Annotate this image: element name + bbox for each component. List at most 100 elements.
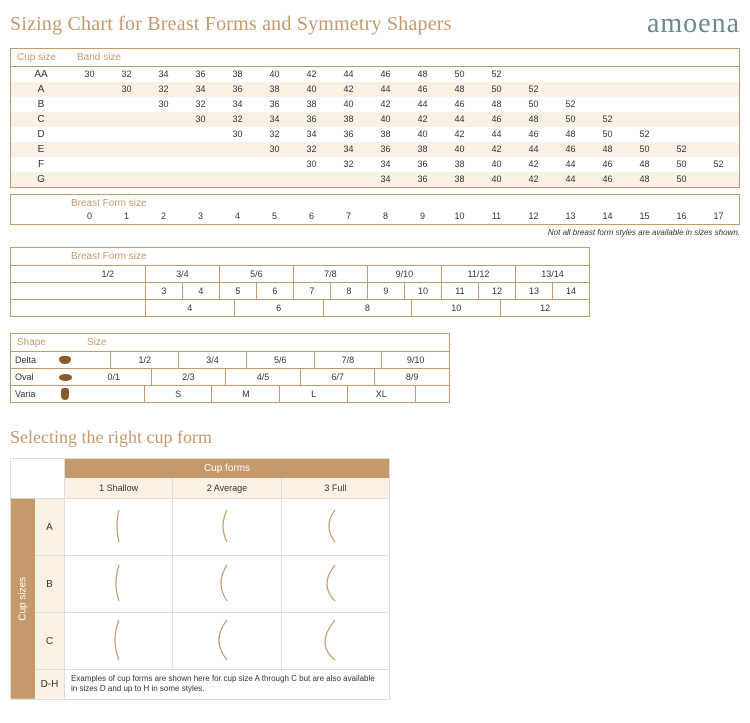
band-size-cell: 30 (145, 97, 182, 112)
cup-form-col-header: 1 Shallow (65, 478, 173, 498)
fraction-cell: 4 (145, 300, 234, 316)
cup-curve-icon (101, 504, 137, 551)
band-size-cell: 48 (626, 157, 663, 172)
band-size-cell (589, 67, 626, 82)
band-size-cell: 38 (256, 82, 293, 97)
band-size-cell (71, 82, 108, 97)
band-size-cell: 44 (552, 172, 589, 187)
cup-form-cell (282, 613, 389, 669)
band-size-cell: 52 (589, 112, 626, 127)
shape-size-cell: 8/9 (374, 369, 449, 385)
band-size-cell: 48 (552, 127, 589, 142)
band-size-cell (71, 127, 108, 142)
shape-size-cell: S (144, 386, 212, 402)
band-size-cell: 34 (293, 127, 330, 142)
cup-size-row-label: B (35, 556, 65, 612)
shape-row-delta: Delta 1/23/45/67/89/10 (11, 352, 449, 369)
band-size-cell (663, 97, 700, 112)
band-size-cell: 48 (478, 97, 515, 112)
cup-form-cell (173, 556, 281, 612)
band-size-cell (700, 142, 737, 157)
band-size-cell (182, 142, 219, 157)
cup-size-row-label: D-H (35, 670, 65, 699)
band-size-cell (145, 112, 182, 127)
band-size-cell: 32 (293, 142, 330, 157)
shape-size-cell: L (279, 386, 347, 402)
band-size-cell (71, 112, 108, 127)
cup-curve-icon (101, 561, 137, 608)
band-size-cell: 42 (515, 172, 552, 187)
shape-cell (77, 352, 110, 368)
band-size-cell (182, 157, 219, 172)
fraction-cell: 13 (515, 283, 552, 299)
fraction-cell: 11 (441, 283, 478, 299)
band-size-cell (108, 142, 145, 157)
band-size-cell: 46 (404, 82, 441, 97)
breast-form-size-cell: 11 (478, 211, 515, 221)
band-size-cell (552, 82, 589, 97)
breast-form-size-cell: 3 (182, 211, 219, 221)
band-size-cell: 36 (293, 112, 330, 127)
cup-form-row: A (35, 499, 389, 556)
breast-form-size-cell: 10 (441, 211, 478, 221)
breast-form-size-cell: 1 (108, 211, 145, 221)
band-size-cell: 38 (441, 172, 478, 187)
band-size-cell: 46 (515, 127, 552, 142)
cup-form-cell (65, 613, 173, 669)
brand-logo: amoena (647, 8, 740, 40)
band-size-cell (626, 82, 663, 97)
band-size-cell: 44 (478, 127, 515, 142)
fraction-cell: 8 (330, 283, 367, 299)
band-size-cell: 42 (404, 112, 441, 127)
sizing-row: G343638404244464850 (11, 172, 739, 187)
fraction-cell: 3/4 (145, 266, 219, 282)
cup-form-footnote-row: D-HExamples of cup forms are shown here … (35, 670, 389, 699)
cup-size-row-label: C (35, 613, 65, 669)
band-size-cell: 42 (330, 82, 367, 97)
band-size-cell: 50 (663, 157, 700, 172)
cup-size-cell: G (11, 172, 71, 187)
cup-size-cell: B (11, 97, 71, 112)
band-size-cell: 44 (330, 67, 367, 82)
breast-form-size-cell: 12 (515, 211, 552, 221)
band-size-cell: 50 (441, 67, 478, 82)
cup-size-cell: F (11, 157, 71, 172)
cup-form-table: Cup forms 1 Shallow2 Average3 Full Cup s… (10, 458, 390, 700)
band-size-cell: 40 (478, 172, 515, 187)
band-size-cell: 38 (219, 67, 256, 82)
shape-size-cell: 5/6 (246, 352, 314, 368)
band-size-cell: 34 (367, 172, 404, 187)
page-title: Sizing Chart for Breast Forms and Symmet… (10, 13, 452, 36)
band-size-cell: 42 (478, 142, 515, 157)
cup-size-header: Cup size (11, 49, 71, 66)
band-size-cell (256, 157, 293, 172)
band-size-cell (589, 97, 626, 112)
cup-curve-icon (209, 561, 245, 608)
fraction-cell (71, 283, 145, 299)
band-size-cell (108, 97, 145, 112)
band-size-cell: 36 (330, 127, 367, 142)
band-size-cell: 30 (293, 157, 330, 172)
band-size-cell: 40 (441, 142, 478, 157)
cup-curve-icon (101, 618, 137, 665)
varia-shape-icon (53, 386, 77, 402)
cup-size-cell: E (11, 142, 71, 157)
band-size-cell: 36 (367, 142, 404, 157)
breast-form-size-cell: 15 (626, 211, 663, 221)
fraction-cell: 11/12 (441, 266, 515, 282)
band-size-cell: 38 (441, 157, 478, 172)
band-size-cell: 30 (71, 67, 108, 82)
band-size-cell (700, 82, 737, 97)
cup-form-cell (282, 499, 389, 555)
availability-note: Not all breast form styles are available… (10, 228, 740, 237)
fraction-cell: 9/10 (367, 266, 441, 282)
shape-size-cell: 0/1 (77, 369, 151, 385)
breast-form-size-cell: 14 (589, 211, 626, 221)
band-size-cell: 34 (367, 157, 404, 172)
band-size-cell (589, 82, 626, 97)
band-size-cell: 52 (515, 82, 552, 97)
band-size-cell (219, 172, 256, 187)
band-size-cell (663, 112, 700, 127)
fraction-cell: 5/6 (219, 266, 293, 282)
band-size-cell (108, 157, 145, 172)
